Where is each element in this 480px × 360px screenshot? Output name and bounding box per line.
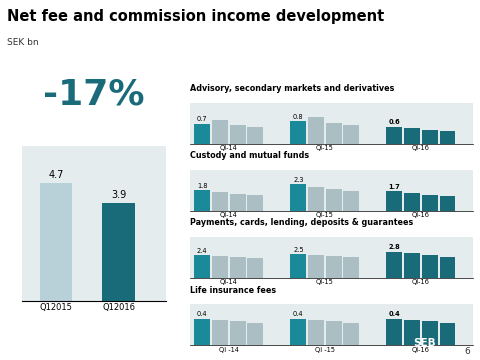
Bar xyxy=(247,258,264,278)
Bar xyxy=(194,319,210,345)
Text: Gross fee and commissions by income type: Gross fee and commissions by income type xyxy=(196,61,400,70)
Text: Q1 2014 – Q1 2016: Q1 2014 – Q1 2016 xyxy=(196,74,284,83)
Bar xyxy=(308,117,324,144)
Bar xyxy=(386,319,402,345)
Text: Advisory, secondary markets and derivatives: Advisory, secondary markets and derivati… xyxy=(190,84,394,93)
Bar xyxy=(247,195,264,211)
Text: Q1 2016 vs. Q1 2015: Q1 2016 vs. Q1 2015 xyxy=(16,74,114,83)
Text: 1.8: 1.8 xyxy=(197,183,207,189)
Bar xyxy=(440,323,456,345)
Text: 1.7: 1.7 xyxy=(388,184,400,190)
Bar xyxy=(212,192,228,211)
Bar xyxy=(326,321,342,345)
Bar xyxy=(326,123,342,144)
Bar xyxy=(404,193,420,211)
Bar xyxy=(344,125,360,144)
Bar xyxy=(308,186,324,211)
Text: 0.4: 0.4 xyxy=(293,311,304,317)
Text: SEB: SEB xyxy=(413,338,436,348)
Bar xyxy=(308,255,324,278)
Bar xyxy=(229,257,246,278)
Text: SEK bn: SEK bn xyxy=(7,38,39,47)
Bar xyxy=(344,323,360,345)
Bar xyxy=(326,189,342,211)
Bar xyxy=(290,319,306,345)
Text: 0.7: 0.7 xyxy=(197,117,207,122)
Text: 0.8: 0.8 xyxy=(293,114,304,120)
Bar xyxy=(229,126,246,144)
Bar xyxy=(344,191,360,211)
Bar xyxy=(386,127,402,144)
Bar xyxy=(440,197,456,211)
Bar xyxy=(212,320,228,345)
Bar xyxy=(194,124,210,144)
Bar xyxy=(440,257,456,278)
Text: 0.4: 0.4 xyxy=(388,311,400,317)
Bar xyxy=(290,255,306,278)
Bar xyxy=(290,184,306,211)
Bar xyxy=(386,191,402,211)
Bar xyxy=(422,321,438,345)
Bar xyxy=(194,190,210,211)
Bar xyxy=(212,256,228,278)
Bar xyxy=(194,255,210,278)
Text: Life insurance fees: Life insurance fees xyxy=(190,285,276,294)
Text: Net fee and commissions: Net fee and commissions xyxy=(16,61,135,70)
Text: 4.7: 4.7 xyxy=(48,170,64,180)
Bar xyxy=(212,120,228,144)
Bar xyxy=(422,255,438,278)
Text: 2.4: 2.4 xyxy=(197,248,207,254)
Text: 0.4: 0.4 xyxy=(197,311,207,317)
Text: 3.9: 3.9 xyxy=(111,190,126,200)
Bar xyxy=(344,257,360,278)
Bar xyxy=(229,321,246,345)
Bar xyxy=(290,121,306,144)
Text: Payments, cards, lending, deposits & guarantees: Payments, cards, lending, deposits & gua… xyxy=(190,218,413,228)
Bar xyxy=(440,131,456,144)
Bar xyxy=(422,130,438,144)
Bar xyxy=(386,252,402,278)
Bar xyxy=(229,194,246,211)
Text: 2.3: 2.3 xyxy=(293,177,303,183)
Bar xyxy=(247,323,264,345)
Text: 6: 6 xyxy=(465,347,470,356)
Bar xyxy=(326,256,342,278)
Text: Net fee and commission income development: Net fee and commission income developmen… xyxy=(7,9,384,24)
Bar xyxy=(404,253,420,278)
Text: 2.8: 2.8 xyxy=(388,244,400,250)
Bar xyxy=(40,183,72,301)
Bar xyxy=(308,320,324,345)
Bar xyxy=(102,203,135,301)
Bar xyxy=(247,127,264,144)
Bar xyxy=(404,128,420,144)
Bar xyxy=(422,195,438,211)
Text: 0.6: 0.6 xyxy=(388,119,400,125)
Bar xyxy=(404,320,420,345)
Text: -17%: -17% xyxy=(43,77,144,111)
Text: 2.5: 2.5 xyxy=(293,247,304,253)
Text: Custody and mutual funds: Custody and mutual funds xyxy=(190,151,309,160)
